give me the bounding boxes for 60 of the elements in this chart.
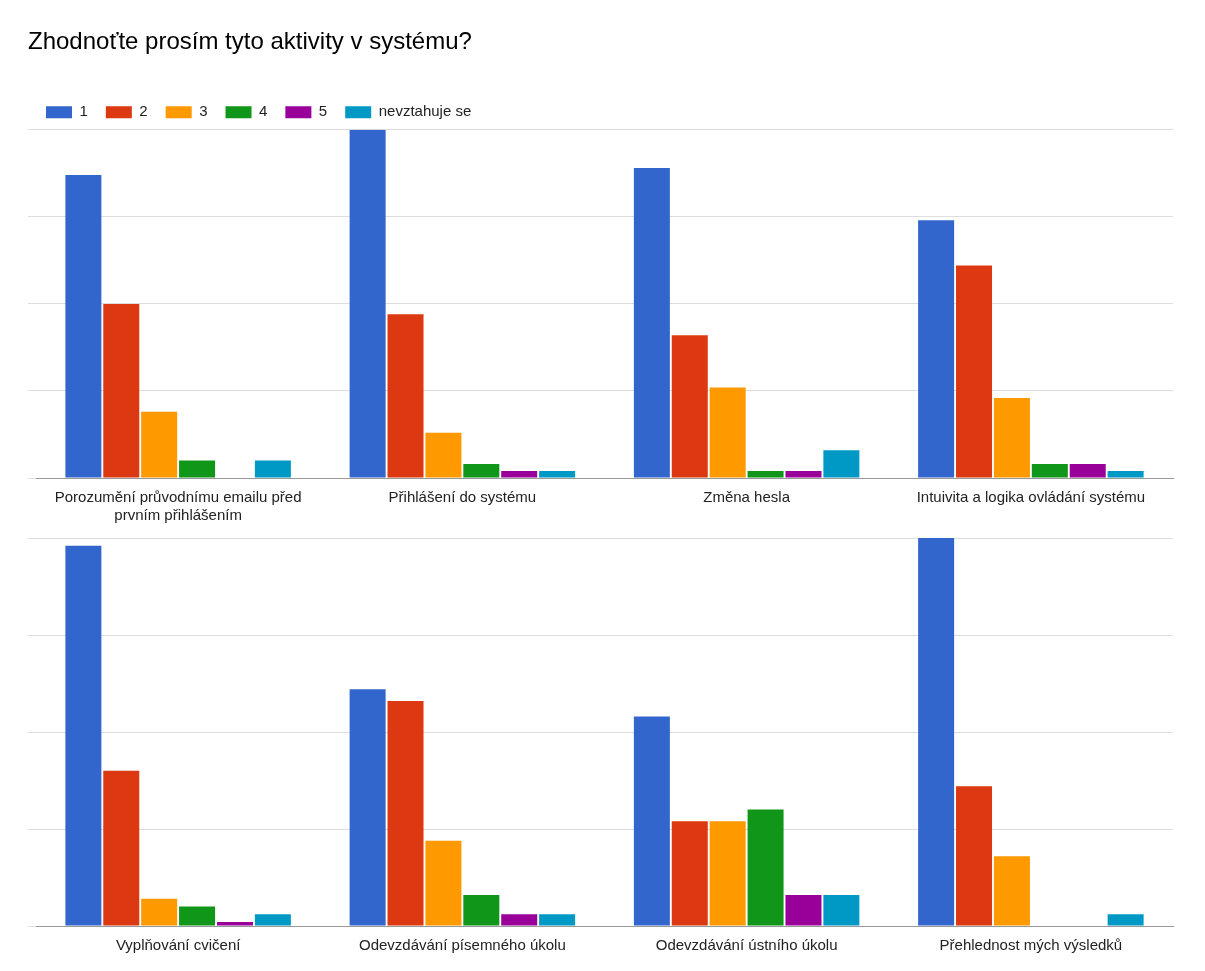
bar — [65, 545, 102, 926]
bar — [539, 471, 576, 478]
bar — [747, 809, 784, 926]
x-tick-label: Změna hesla — [703, 488, 791, 506]
bar — [747, 471, 784, 478]
bar — [103, 770, 140, 926]
bar — [539, 914, 576, 926]
bar — [785, 894, 822, 926]
x-tick-label: Porozumění průvodnímu emailu před prvním přihlášením — [54, 488, 302, 524]
bar — [956, 786, 993, 926]
bar — [709, 821, 746, 926]
bar — [254, 914, 291, 926]
bar — [463, 464, 500, 478]
bar — [141, 411, 178, 478]
legend-label: nevztahuje se — [378, 102, 472, 120]
bar — [179, 460, 216, 478]
bar — [633, 168, 670, 478]
bar — [463, 894, 500, 926]
bar — [425, 840, 462, 926]
legend-label: 2 — [139, 102, 148, 120]
x-tick-label: Přehlednost mých výsledků — [939, 936, 1123, 954]
bar — [1107, 914, 1144, 926]
bar — [254, 460, 291, 478]
bar — [633, 716, 670, 926]
bar — [1107, 471, 1144, 478]
chart-title: Zhodnoťte prosím tyto aktivity v systému? — [28, 27, 472, 55]
x-tick-label: Odevzdávání písemného úkolu — [358, 936, 566, 954]
bar — [65, 175, 102, 478]
bar — [216, 922, 253, 926]
bar — [501, 914, 538, 926]
bar — [993, 397, 1030, 478]
bar — [141, 898, 178, 926]
x-tick-label: Intuivita a logika ovládání systému — [916, 488, 1146, 506]
bar — [671, 335, 708, 478]
legend-label: 5 — [318, 102, 328, 120]
bar — [823, 450, 860, 478]
bar — [671, 821, 708, 926]
bar — [349, 689, 386, 926]
x-tick-label: Přihlášení do systému — [388, 488, 537, 506]
x-tick-label: Vyplňování cvičení — [115, 936, 242, 954]
bar — [349, 129, 386, 478]
bar — [387, 700, 424, 926]
legend-label: 3 — [199, 102, 208, 120]
bar — [425, 432, 462, 478]
bar — [785, 471, 822, 478]
bar — [501, 471, 538, 478]
bar — [1069, 464, 1106, 478]
bar — [918, 220, 955, 478]
legend-label: 4 — [259, 102, 268, 120]
bar — [918, 538, 955, 926]
bar — [709, 387, 746, 478]
legend-label: 1 — [79, 102, 88, 120]
bar — [179, 906, 216, 926]
bar — [387, 314, 424, 478]
bar — [956, 265, 993, 478]
bar — [823, 894, 860, 926]
x-tick-label: Odevzdávání ústního úkolu — [655, 936, 838, 954]
bar — [103, 303, 140, 478]
bar — [1031, 464, 1068, 478]
bar — [993, 856, 1030, 926]
